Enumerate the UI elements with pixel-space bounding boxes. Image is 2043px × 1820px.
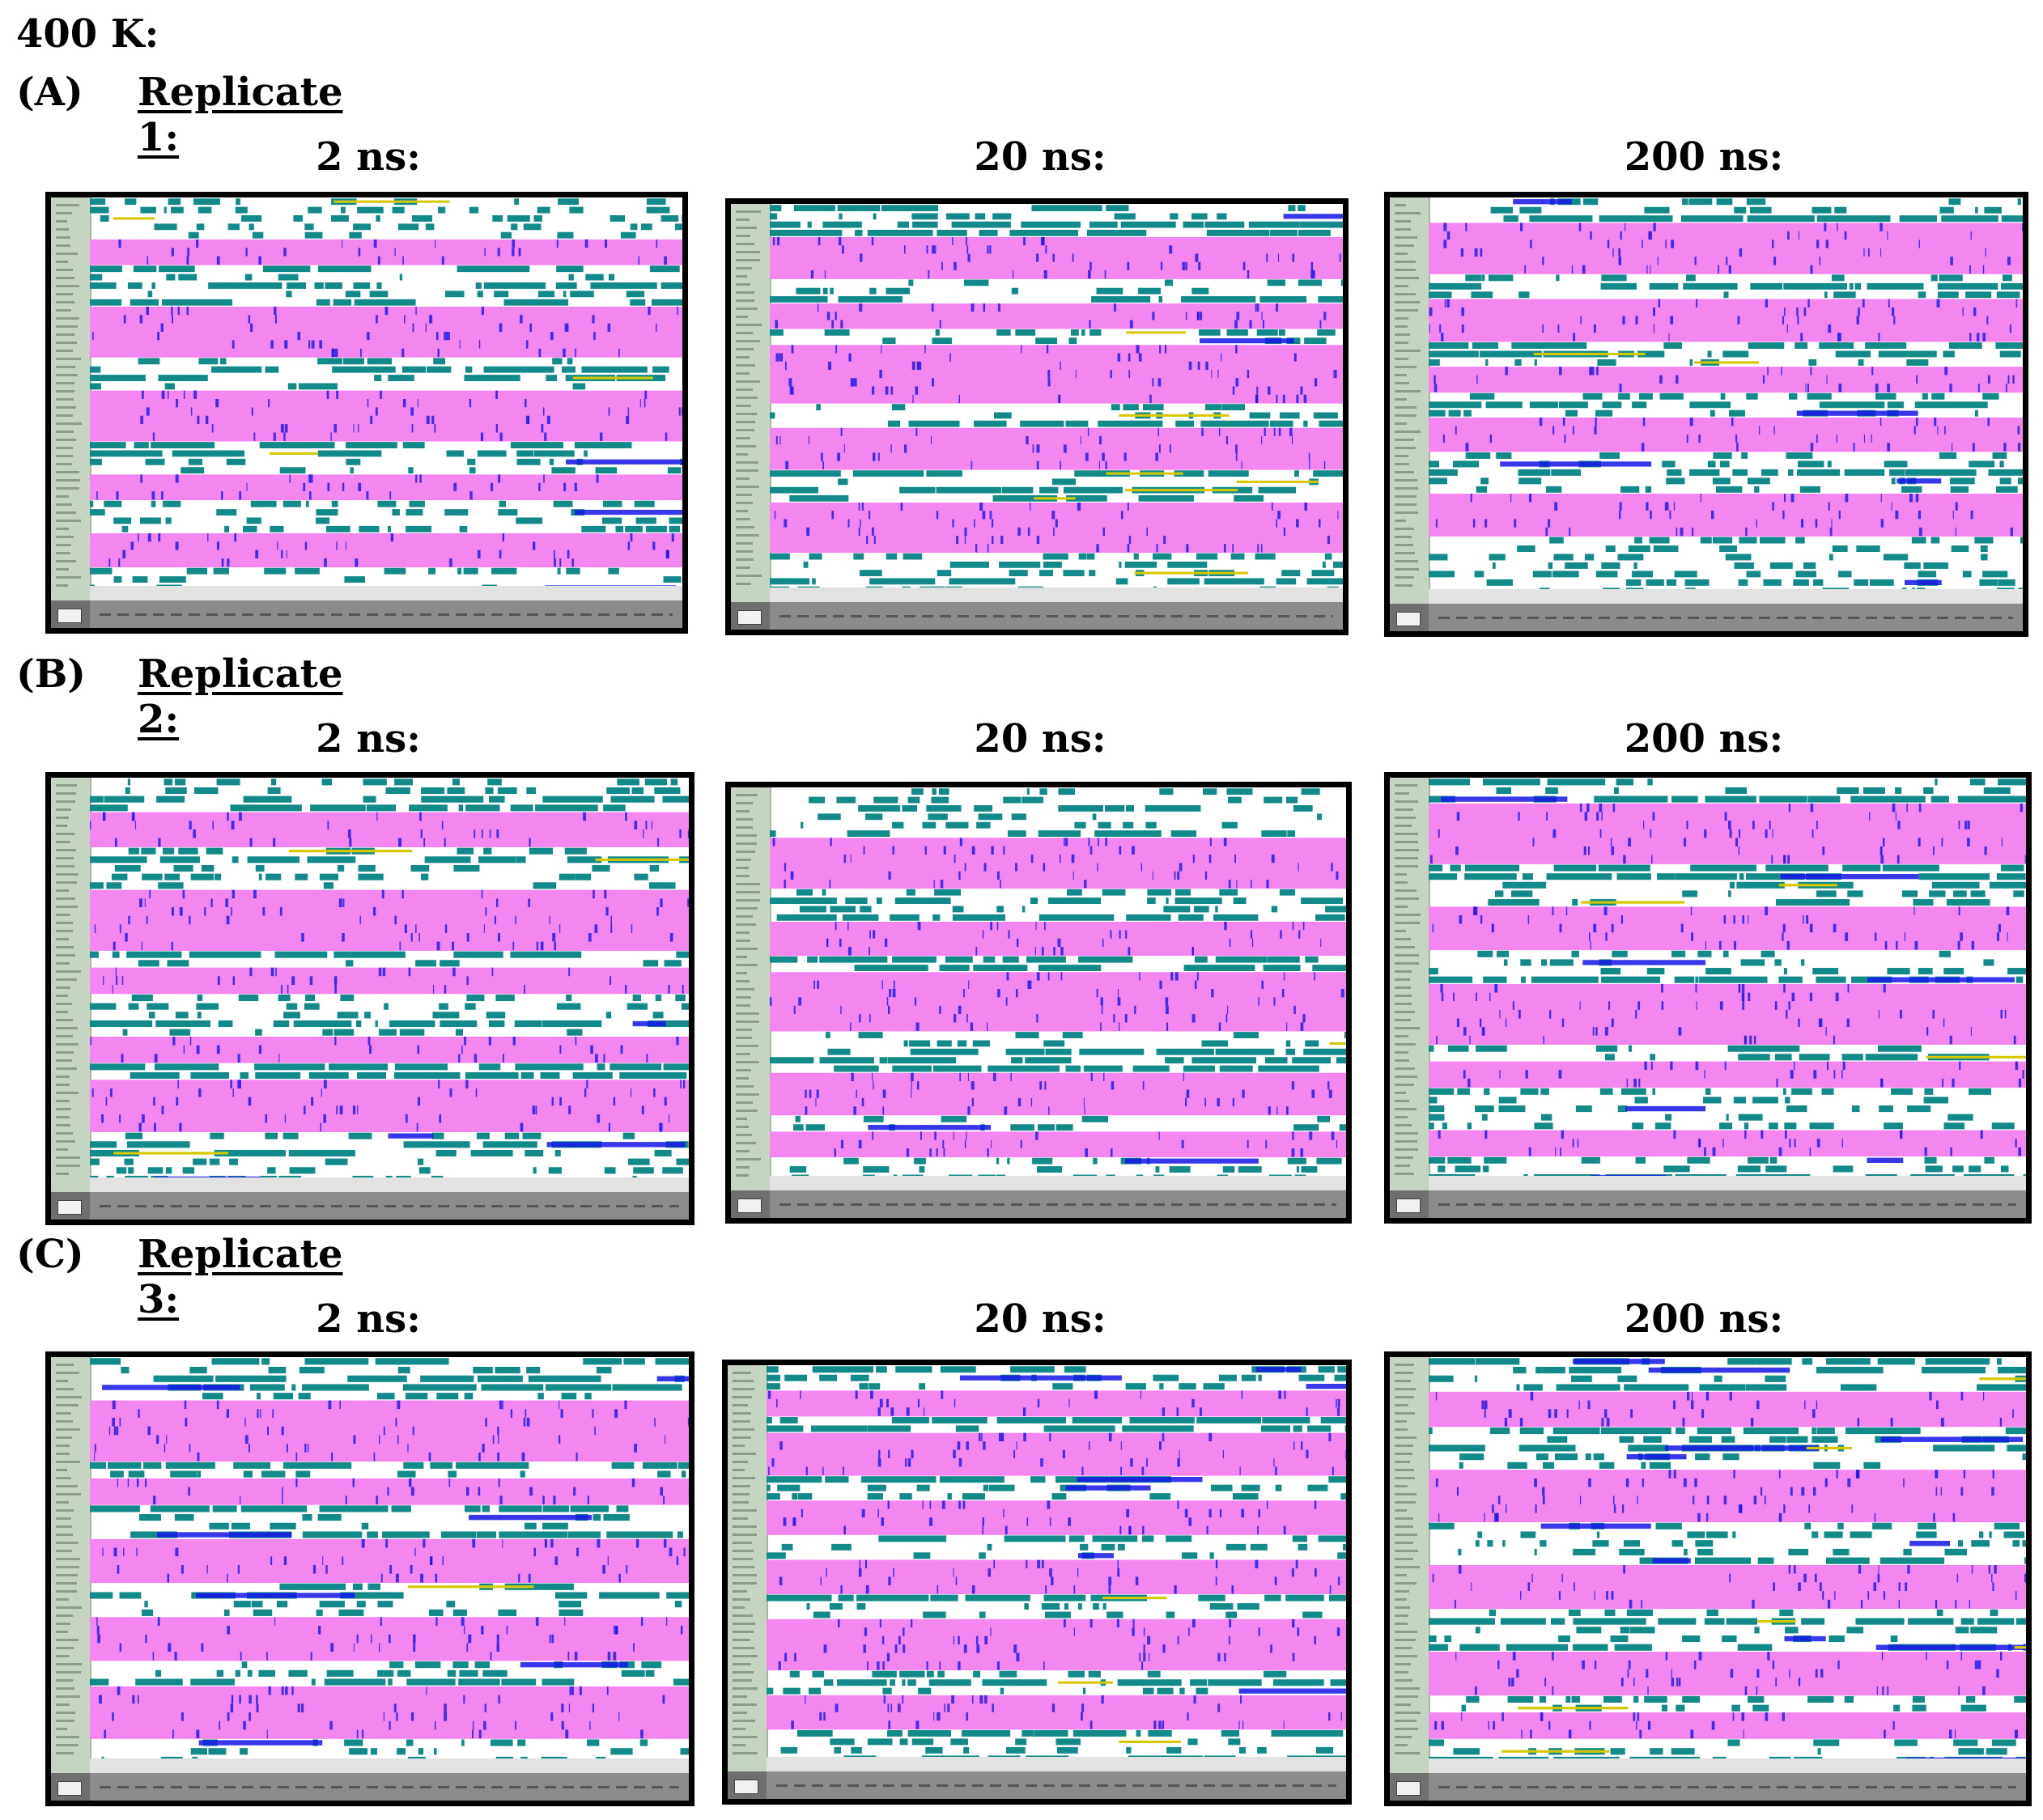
dssp-panel-b-20ns [725,782,1352,1224]
timeline-scroll-strip [767,1757,1346,1771]
residue-label-strip [1390,1357,1430,1773]
timeline-scroll-strip [1429,1176,2026,1190]
dssp-panel-c-20ns [722,1360,1352,1805]
frame-axis [90,600,682,628]
panel-corner-box [51,1192,90,1220]
replicate-title: Replicate 1: [138,70,343,160]
timeline-plot [90,778,689,1192]
timescale-label-c-2: 20 ns: [974,1296,1106,1342]
timescale-label-a-1: 2 ns: [316,134,421,180]
frame-axis [90,1192,689,1220]
panel-corner-box [51,1773,90,1801]
timescale-label-a-2: 20 ns: [974,134,1106,180]
replicate-title: Replicate 2: [138,651,343,742]
timeline-scroll-strip [1429,589,2023,604]
panel-corner-box [731,602,770,630]
dssp-panel-a-200ns [1384,192,2028,637]
panel-corner-box [728,1771,767,1799]
replicate-letter: (A) [16,70,83,115]
timeline-plot [767,1365,1346,1771]
timescale-label-c-1: 2 ns: [316,1296,421,1342]
frame-axis [770,1190,1346,1218]
panel-corner-box [51,600,90,628]
dssp-panel-c-200ns [1384,1351,2032,1806]
frame-axis [90,1773,689,1801]
timeline-plot [1429,778,2026,1190]
timeline-plot [770,204,1343,602]
residue-label-strip [51,197,91,600]
dssp-panel-c-2ns [45,1351,694,1806]
timeline-scroll-strip [90,1177,689,1192]
timeline-plot [90,197,682,600]
residue-label-strip [1390,197,1430,604]
dssp-panel-a-20ns [725,198,1349,635]
panel-corner-box [731,1190,770,1218]
residue-label-strip [728,1365,768,1771]
frame-axis [1429,1773,2026,1801]
timescale-label-b-1: 2 ns: [316,716,421,762]
timeline-plot [770,787,1346,1190]
panel-corner-box [1390,1773,1429,1801]
timescale-label-b-3: 200 ns: [1624,716,1784,762]
timeline-scroll-strip [90,1758,689,1773]
frame-axis [1429,1190,2026,1218]
residue-label-strip [51,778,91,1192]
residue-label-strip [731,204,771,602]
dssp-panel-a-2ns [45,192,688,634]
timeline-plot [90,1357,689,1773]
replicate-letter: (B) [16,651,86,697]
panel-corner-box [1390,604,1429,631]
timeline-scroll-strip [770,1176,1346,1190]
timeline-scroll-strip [1429,1758,2026,1773]
replicate-letter: (C) [16,1232,84,1277]
timescale-label-b-2: 20 ns: [974,716,1106,762]
timeline-scroll-strip [770,588,1343,602]
frame-axis [770,602,1343,630]
timeline-plot [1429,197,2023,604]
replicate-title: Replicate 3: [138,1232,343,1322]
timescale-label-a-3: 200 ns: [1624,134,1784,180]
residue-label-strip [1390,778,1430,1190]
timeline-plot [1429,1357,2026,1773]
frame-axis [1429,604,2023,631]
timeline-scroll-strip [90,586,682,600]
panel-corner-box [1390,1190,1429,1218]
residue-label-strip [51,1357,91,1773]
residue-label-strip [731,787,771,1190]
dssp-panel-b-2ns [45,772,694,1225]
dssp-panel-b-200ns [1384,772,2032,1224]
frame-axis [767,1771,1346,1799]
temperature-label: 400 K: [16,11,159,57]
timescale-label-c-3: 200 ns: [1624,1296,1784,1342]
